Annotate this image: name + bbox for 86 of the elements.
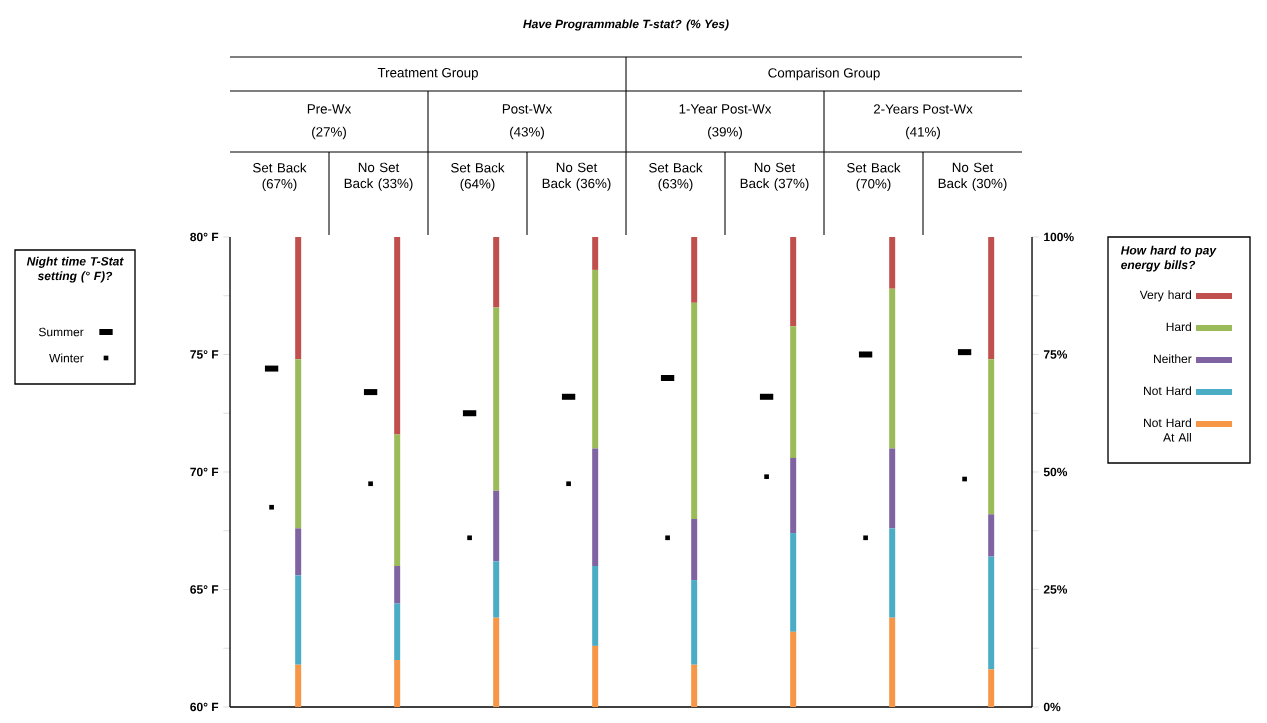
y2-tick-label: 25% <box>1043 585 1068 594</box>
text: (43%) <box>510 126 544 140</box>
y2-tick-label: 0% <box>1043 702 1061 712</box>
point <box>368 481 373 487</box>
x-tick-label: No Set Back (37%) <box>740 162 809 191</box>
bar <box>493 307 500 491</box>
bar <box>988 556 995 670</box>
bar <box>790 457 797 534</box>
text: (39%) <box>708 126 742 140</box>
x-tick-label: Set Back (63%) <box>649 162 703 192</box>
bar <box>394 434 401 566</box>
bar <box>889 528 896 618</box>
bar <box>691 580 698 665</box>
bar <box>493 561 500 618</box>
text: 1-Year Post-Wx <box>679 104 772 114</box>
text: Comparison Group <box>768 67 880 81</box>
bar <box>295 528 302 576</box>
bar <box>394 659 401 707</box>
bar <box>691 664 698 707</box>
legend-label: Very hard <box>1139 290 1191 302</box>
text: Night time T-Stat setting (° F)? <box>26 256 124 283</box>
legend-title: How hard to pay energy bills? <box>1120 245 1217 272</box>
x-tick-label: No Set Back (33%) <box>344 162 413 191</box>
bar <box>295 359 302 529</box>
point <box>863 535 868 541</box>
y2-tick-label: 75% <box>1043 350 1068 359</box>
text: (27%) <box>312 126 346 140</box>
point <box>467 535 472 541</box>
bar <box>394 603 401 660</box>
bar <box>988 359 995 515</box>
bar <box>988 236 995 360</box>
bar <box>889 617 896 707</box>
x-tick-label: No Set Back (36%) <box>542 162 611 191</box>
text: Pre-Wx <box>307 104 352 114</box>
x-tick-label: No Set Back (30%) <box>938 162 1007 191</box>
point <box>269 504 274 510</box>
bar <box>493 490 500 562</box>
y-tick-label: 70° F <box>190 467 219 477</box>
bar <box>592 565 599 646</box>
y-tick-label: 65° F <box>190 585 219 594</box>
legend-label: Summer <box>38 327 84 337</box>
bar <box>592 448 599 566</box>
bar <box>592 645 599 707</box>
y2-tick-label: 50% <box>1043 467 1068 477</box>
bar <box>790 326 797 458</box>
bar <box>988 669 995 707</box>
point <box>566 481 571 487</box>
bar <box>790 631 797 707</box>
bar <box>889 288 896 449</box>
legend-label: Hard <box>1166 322 1191 332</box>
text: 2-Years Post-Wx <box>873 104 973 114</box>
y-tick-label: 75° F <box>190 350 219 359</box>
bar <box>988 514 995 557</box>
legend-label: Winter <box>49 353 84 363</box>
bar <box>295 236 302 360</box>
text: (41%) <box>906 126 940 140</box>
bar <box>691 236 698 303</box>
bar <box>889 448 896 529</box>
legend-label: Neither <box>1154 354 1192 364</box>
bar <box>691 302 698 519</box>
y-tick-label: 80° F <box>190 232 219 242</box>
legend-label: Not Hard <box>1144 386 1191 396</box>
bar <box>394 565 401 604</box>
bar <box>394 236 401 435</box>
point <box>764 474 769 480</box>
x-tick-label: Set Back (70%) <box>847 162 901 192</box>
bar <box>790 236 797 327</box>
bar <box>592 236 599 270</box>
bar <box>790 533 797 632</box>
point <box>665 535 670 541</box>
text: Post-Wx <box>502 104 553 114</box>
chart-title: Have Programmable T-stat? (% Yes) <box>523 19 729 31</box>
y2-tick-label: 100% <box>1044 232 1074 242</box>
x-tick-label: Set Back (64%) <box>451 162 505 192</box>
bar <box>295 664 302 707</box>
x-tick-label: Set Back (67%) <box>253 162 307 192</box>
bar <box>691 518 698 581</box>
y-tick-label: 60° F <box>190 702 219 712</box>
bar <box>493 236 500 308</box>
bar <box>295 575 302 665</box>
legend-label: Not Hard At All <box>1144 418 1191 442</box>
bar <box>592 269 599 449</box>
bar <box>889 236 896 289</box>
bar <box>493 617 500 707</box>
text: Treatment Group <box>377 67 478 81</box>
point <box>962 476 967 482</box>
